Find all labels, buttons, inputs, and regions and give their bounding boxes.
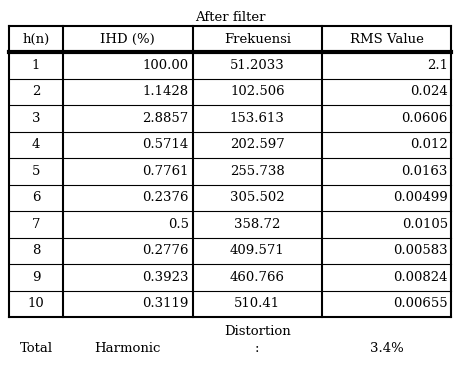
Text: 0.5714: 0.5714 — [142, 138, 188, 152]
Text: 51.2033: 51.2033 — [229, 59, 284, 72]
Text: 8: 8 — [32, 244, 40, 258]
Text: 3: 3 — [32, 112, 40, 125]
Text: 0.024: 0.024 — [409, 85, 447, 99]
Text: 0.00824: 0.00824 — [392, 271, 447, 284]
Text: 102.506: 102.506 — [229, 85, 284, 99]
Text: 0.5: 0.5 — [167, 218, 188, 231]
Text: 0.0163: 0.0163 — [400, 165, 447, 178]
Text: 460.766: 460.766 — [229, 271, 284, 284]
Text: 0.2776: 0.2776 — [142, 244, 188, 258]
Text: 9: 9 — [32, 271, 40, 284]
Text: Frekuensi: Frekuensi — [223, 32, 290, 46]
Text: 6: 6 — [32, 191, 40, 205]
Text: 0.0105: 0.0105 — [401, 218, 447, 231]
Text: RMS Value: RMS Value — [349, 32, 423, 46]
Text: 0.7761: 0.7761 — [142, 165, 188, 178]
Text: 202.597: 202.597 — [229, 138, 284, 152]
Text: 10: 10 — [28, 297, 45, 311]
Text: 0.3923: 0.3923 — [142, 271, 188, 284]
Text: 7: 7 — [32, 218, 40, 231]
Text: 409.571: 409.571 — [229, 244, 284, 258]
Text: Distortion: Distortion — [223, 325, 290, 339]
Text: 358.72: 358.72 — [233, 218, 280, 231]
Text: 3.4%: 3.4% — [369, 342, 403, 355]
Text: 305.502: 305.502 — [229, 191, 284, 205]
Text: :: : — [254, 342, 259, 355]
Text: 1: 1 — [32, 59, 40, 72]
Text: 0.00499: 0.00499 — [392, 191, 447, 205]
Text: Total: Total — [20, 342, 52, 355]
Text: 2.8857: 2.8857 — [142, 112, 188, 125]
Text: IHD (%): IHD (%) — [100, 32, 155, 46]
Text: 255.738: 255.738 — [229, 165, 284, 178]
Text: 0.3119: 0.3119 — [142, 297, 188, 311]
Text: 2: 2 — [32, 85, 40, 99]
Text: 100.00: 100.00 — [142, 59, 188, 72]
Text: 5: 5 — [32, 165, 40, 178]
Text: 2.1: 2.1 — [426, 59, 447, 72]
Text: 0.00655: 0.00655 — [392, 297, 447, 311]
Text: 153.613: 153.613 — [229, 112, 284, 125]
Text: 0.2376: 0.2376 — [142, 191, 188, 205]
Text: Harmonic: Harmonic — [94, 342, 161, 355]
Text: 0.0606: 0.0606 — [400, 112, 447, 125]
Text: 510.41: 510.41 — [234, 297, 280, 311]
Text: 0.012: 0.012 — [409, 138, 447, 152]
Text: 4: 4 — [32, 138, 40, 152]
Text: After filter: After filter — [195, 11, 265, 24]
Text: 1.1428: 1.1428 — [142, 85, 188, 99]
Text: h(n): h(n) — [22, 32, 50, 46]
Text: 0.00583: 0.00583 — [392, 244, 447, 258]
